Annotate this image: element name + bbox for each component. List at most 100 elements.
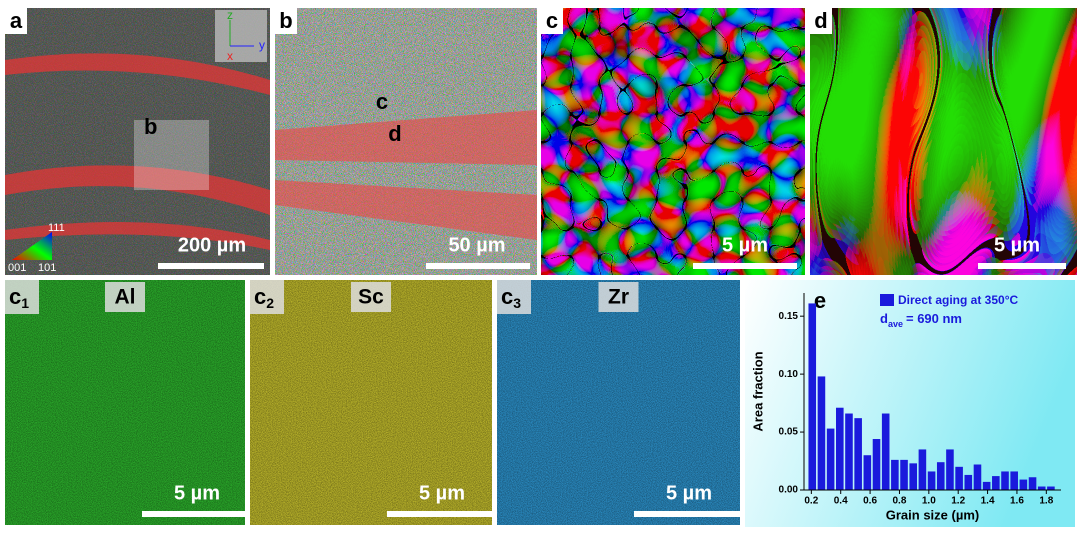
panel-label: b (279, 8, 292, 33)
panel-label: c (546, 8, 558, 33)
label-box (250, 280, 284, 314)
panel-c: c 5 µm (541, 8, 805, 275)
y-tick-label: 0.05 (779, 427, 799, 438)
scale-bar-label: 5 µm (666, 482, 712, 504)
map-noise (5, 280, 245, 525)
axis-x: x (227, 49, 233, 63)
key-label: 001 (8, 262, 26, 274)
annotation: dave = 690 nm (880, 311, 962, 329)
annotation-subscript: ave (888, 319, 903, 329)
bar (863, 455, 872, 490)
bar (909, 463, 918, 490)
bar (900, 459, 908, 490)
bar (872, 439, 881, 490)
histogram-panel: e Direct aging at 350°C dave = 690 nm 0.2 0.4… (745, 280, 1075, 527)
panel-label: d (814, 8, 827, 33)
x-tick-label: 1.6 (1010, 496, 1024, 507)
key-label: 101 (38, 262, 56, 274)
bar (1019, 479, 1028, 490)
map-noise (497, 280, 740, 525)
bar (955, 466, 963, 490)
label-subscript: 1 (21, 295, 29, 311)
bar (927, 471, 936, 490)
x-tick-label: 1.8 (1039, 496, 1053, 507)
scale-bar-label: 50 µm (448, 234, 505, 256)
label-box (5, 280, 39, 314)
y-axis-label: Area fraction (750, 351, 765, 431)
x-tick-label: 1.0 (922, 496, 936, 507)
region-marker: c (376, 89, 388, 114)
element-label: Zr (608, 286, 629, 309)
y-tick-label: 0.00 (779, 485, 799, 496)
x-tick-label: 0.6 (863, 496, 877, 507)
x-tick-label: 0.4 (834, 496, 848, 507)
panel-a: b a z y x 111 001 101 200 µm (5, 8, 270, 275)
panel-label: c3 (501, 284, 521, 311)
annotation-text: = 690 nm (906, 311, 962, 326)
scale-bar (634, 511, 740, 517)
x-axis-label: Grain size (µm) (886, 507, 979, 522)
axis-y: y (259, 38, 265, 52)
bar (1037, 486, 1046, 490)
bar (881, 413, 890, 490)
bar (845, 413, 853, 490)
bar (854, 418, 862, 490)
scale-bar-label: 5 µm (419, 482, 465, 504)
label-box (497, 280, 531, 314)
bar (891, 459, 899, 490)
label-box (351, 282, 391, 312)
bar (964, 474, 973, 490)
axis-z: z (227, 8, 233, 22)
label-letter: c (9, 284, 21, 309)
bar (992, 476, 1000, 490)
label-subscript: 2 (266, 295, 274, 311)
bar (918, 449, 927, 490)
bar (936, 462, 945, 490)
panel-label: c2 (254, 284, 274, 311)
label-letter: c (254, 284, 266, 309)
scale-bar-label: 5 µm (994, 234, 1040, 256)
bar (1028, 477, 1037, 490)
panel-label: a (10, 8, 23, 33)
bar (836, 407, 844, 490)
x-tick-label: 0.2 (804, 496, 818, 507)
panel-b: c d b 50 µm (275, 8, 537, 275)
x-tick-label: 1.2 (951, 496, 965, 507)
element-label: Sc (358, 286, 384, 309)
bar (1001, 471, 1009, 490)
map-noise (250, 280, 492, 525)
y-tick-label: 0.10 (779, 369, 799, 380)
legend-swatch (880, 294, 894, 306)
label-box (105, 282, 145, 312)
y-tick-label: 0.15 (779, 311, 799, 322)
bar (826, 428, 835, 490)
x-tick-label: 0.8 (893, 496, 907, 507)
scale-bar-label: 5 µm (174, 482, 220, 504)
bar (1010, 471, 1018, 490)
key-label: 111 (48, 222, 65, 234)
label-letter: c (501, 284, 513, 309)
panel-label: c1 (9, 284, 29, 311)
region-marker: b (144, 114, 157, 139)
element-label: Al (115, 286, 136, 309)
region-marker: d (388, 121, 401, 146)
scale-bar-label: 200 µm (178, 234, 246, 256)
scale-bar (387, 511, 493, 517)
panel-label: e (814, 288, 826, 313)
bar (1047, 486, 1055, 490)
scale-bar (142, 511, 248, 517)
bar (973, 464, 982, 490)
bar (817, 376, 826, 490)
bar (946, 449, 954, 490)
annotation-symbol: d (880, 311, 888, 326)
label-subscript: 3 (513, 295, 521, 311)
legend-label: Direct aging at 350°C (898, 293, 1019, 307)
x-tick-label: 1.4 (981, 496, 995, 507)
bar (808, 303, 817, 490)
scale-bar-label: 5 µm (722, 234, 768, 256)
panel-d: d 5 µm (810, 8, 1077, 275)
bar (982, 481, 991, 490)
label-box (598, 282, 639, 312)
